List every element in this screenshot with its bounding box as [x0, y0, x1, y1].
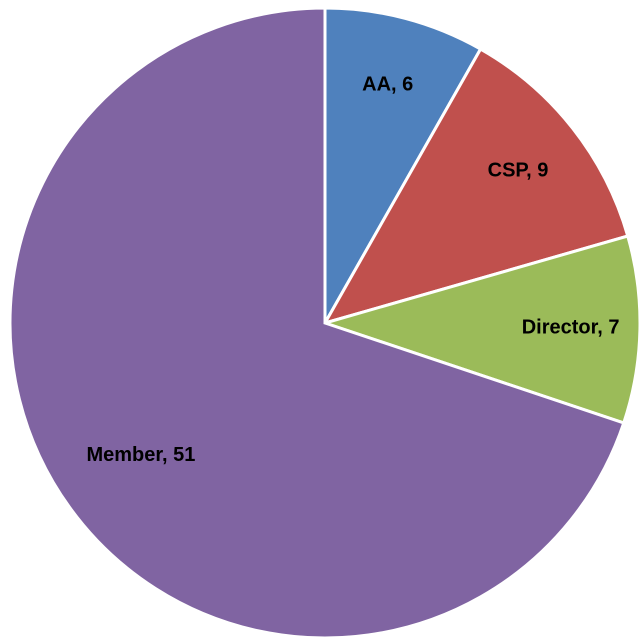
- data-label: Director, 7: [522, 317, 620, 339]
- pie-slice: [319, 234, 639, 425]
- data-label: AA, 6: [362, 74, 413, 96]
- data-label: CSP, 9: [488, 159, 549, 181]
- data-label: Member, 51: [86, 444, 195, 466]
- pie-slice: [8, 6, 626, 639]
- pie-slice: [323, 6, 483, 329]
- pie-slice: [321, 47, 630, 326]
